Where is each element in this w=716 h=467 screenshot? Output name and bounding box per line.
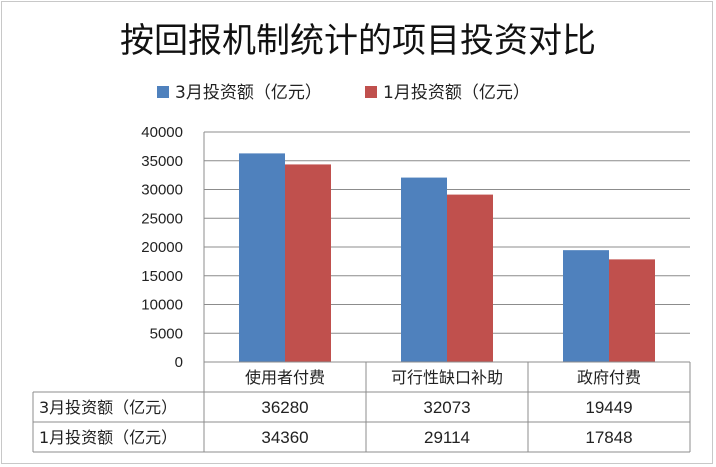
x-tick-label: 使用者付费 [245,368,325,387]
legend-label: 1月投资额（亿元） [383,83,530,103]
legend-label: 3月投资额（亿元） [175,83,322,103]
bar [401,177,447,362]
table-series-label: 1月投资额（亿元） [39,428,177,447]
table-value: 36280 [261,398,308,417]
table-value: 29114 [424,428,470,447]
bar [285,164,331,362]
x-tick-label: 政府付费 [577,368,641,387]
chart-title: 按回报机制统计的项目投资对比 [120,21,596,61]
y-tick-label: 20000 [141,239,183,256]
y-tick-label: 5000 [150,325,183,342]
x-tick-label: 可行性缺口补助 [391,368,503,387]
legend: 3月投资额（亿元） 1月投资额（亿元） [157,83,530,103]
bar [563,250,609,362]
y-axis-ticks: 0 5000 10000 15000 20000 25000 30000 35000 40000 [141,124,205,452]
bars [239,153,655,362]
y-tick-label: 35000 [141,153,183,170]
table-value: 17848 [585,428,632,447]
y-tick-label: 10000 [141,297,183,314]
table-value: 34360 [261,428,308,447]
y-tick-label: 40000 [141,124,183,141]
bar [609,259,655,362]
table-value: 19449 [585,398,632,417]
table-series-label: 3月投资额（亿元） [39,398,177,417]
bar [239,153,285,362]
table-value: 32073 [423,398,470,417]
data-table: 使用者付费 可行性缺口补助 政府付费 3月投资额（亿元） 36280 32073 19449… [32,361,691,453]
legend-swatch [157,86,169,98]
y-tick-label: 30000 [141,182,183,199]
y-tick-label: 15000 [141,268,183,285]
bar [447,194,493,362]
y-tick-label: 0 [175,354,183,371]
y-tick-label: 25000 [141,210,183,227]
legend-swatch [365,86,377,98]
